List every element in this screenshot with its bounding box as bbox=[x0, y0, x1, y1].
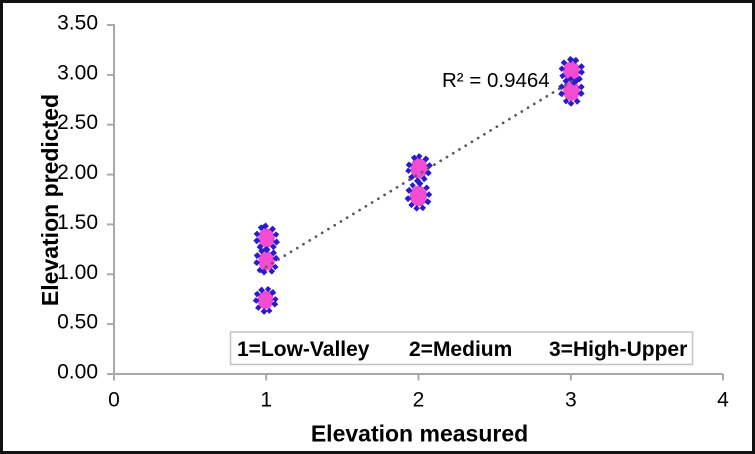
svg-text:0.50: 0.50 bbox=[57, 311, 98, 334]
svg-text:4: 4 bbox=[717, 389, 729, 412]
svg-text:3.50: 3.50 bbox=[57, 12, 98, 35]
svg-text:2.50: 2.50 bbox=[57, 111, 98, 134]
svg-text:Elevation measured: Elevation measured bbox=[311, 421, 528, 447]
svg-text:R² = 0.9464: R² = 0.9464 bbox=[442, 69, 550, 92]
svg-text:1: 1 bbox=[260, 389, 272, 412]
svg-text:1.50: 1.50 bbox=[57, 211, 98, 234]
svg-text:1=Low-Valley: 1=Low-Valley bbox=[237, 338, 370, 361]
svg-text:3.00: 3.00 bbox=[57, 61, 98, 84]
svg-text:1.00: 1.00 bbox=[57, 261, 98, 284]
svg-text:2: 2 bbox=[413, 389, 425, 412]
svg-text:3: 3 bbox=[565, 389, 577, 412]
svg-text:3=High-Upper: 3=High-Upper bbox=[549, 338, 687, 361]
svg-text:2.00: 2.00 bbox=[57, 161, 98, 184]
svg-text:2=Medium: 2=Medium bbox=[409, 338, 512, 361]
svg-text:0.00: 0.00 bbox=[57, 361, 98, 384]
svg-text:0: 0 bbox=[108, 389, 120, 412]
svg-text:Elevation predicted: Elevation predicted bbox=[37, 94, 63, 306]
